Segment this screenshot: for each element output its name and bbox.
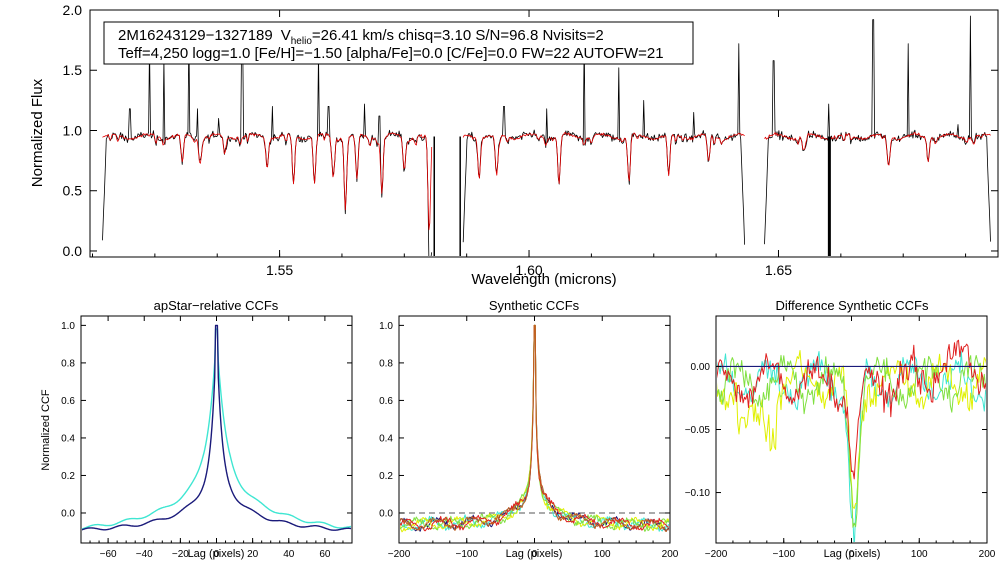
x-tick-label: 200 (662, 549, 679, 560)
difference-ccf-green (717, 354, 986, 528)
difference-ccf-frame (715, 315, 988, 544)
apstar-ccf-title: apStar−relative CCFs (154, 298, 279, 313)
y-tick-label: 0.8 (61, 358, 75, 369)
difference-ccf-lines (717, 339, 986, 542)
y-tick-label: 2.0 (63, 2, 83, 18)
apstar-ccf-lines (82, 324, 351, 531)
synthetic-ccf-x-label: Lag (pixels) (506, 548, 563, 560)
y-tick-label: 1.0 (63, 122, 83, 138)
x-tick-label: 100 (911, 549, 928, 560)
info-line-1-rest: =26.41 km/s chisq=3.10 S/N=96.8 Nvisits=… (312, 27, 604, 44)
y-tick-label: −0.05 (685, 425, 711, 436)
y-tick-label: 0.8 (379, 358, 393, 369)
apstar-ccf-frame (80, 315, 353, 544)
difference-ccf-cyan (717, 351, 986, 542)
model-spectrum-line (764, 131, 991, 166)
ccf-series-cyan (82, 328, 351, 530)
x-tick-label: −200 (705, 549, 728, 560)
x-tick-label: 1.65 (765, 262, 792, 278)
difference-ccf-x-label: Lag (pixels) (824, 548, 881, 560)
synthetic-ccf-ticks: −200 −100 0 100 200 0.0 0.2 0.4 0.6 0.8 1.0 (379, 316, 679, 560)
y-tick-label: −0.10 (685, 488, 711, 499)
info-line-2: Teff=4,250 logg=1.0 [Fe/H]=−1.50 [alpha/… (118, 45, 664, 62)
synthetic-ccf-brown (400, 324, 669, 532)
x-tick-label: 1.55 (266, 262, 293, 278)
model-spectrum-line (462, 131, 745, 185)
synthetic-ccf-frame (398, 315, 671, 544)
spectrum-axes-frame (89, 9, 999, 258)
spectrum-panel: 1.55 1.60 1.65 0.0 0.5 1.0 1.5 2.0 2M16243129−1… (29, 2, 999, 288)
synthetic-ccf-lines (400, 324, 669, 533)
vhelio-subscript: helio (291, 36, 313, 47)
y-tick-label: 1.0 (379, 321, 393, 332)
model-spectrum-line (102, 132, 433, 231)
x-tick-label: 100 (594, 549, 611, 560)
synthetic-ccf-title: Synthetic CCFs (489, 298, 580, 313)
x-tick-label: 0 (532, 549, 538, 560)
x-tick-label: 200 (979, 549, 996, 560)
x-tick-label: −40 (136, 549, 153, 560)
y-tick-label: 1.0 (61, 321, 75, 332)
ccf-series-navy (82, 324, 351, 531)
x-tick-label: −60 (100, 549, 117, 560)
vhelio-symbol: V (281, 27, 291, 44)
difference-ccf-title: Difference Synthetic CCFs (776, 298, 929, 313)
x-tick-label: 20 (247, 549, 259, 560)
y-tick-label: 1.5 (63, 62, 83, 78)
x-tick-label: −200 (388, 549, 411, 560)
x-tick-label: 1.60 (515, 262, 542, 278)
difference-ccf-ticks: −200 −100 0 100 200 0.00 −0.05 −0.10 (685, 316, 996, 560)
star-id: 2M16243129−1327189 (118, 27, 273, 44)
x-tick-label: 40 (283, 549, 295, 560)
spectrum-y-label: Normalized Flux (29, 78, 46, 187)
observed-spectrum-line (102, 27, 433, 256)
x-tick-label: 60 (319, 549, 331, 560)
apstar-ccf-ticks: −60 −40 −20 0 20 40 60 0.0 0.2 0.4 0.6 0.8 1.0 (61, 316, 353, 560)
y-tick-label: 0.0 (63, 243, 83, 259)
y-tick-label: 0.0 (379, 508, 393, 519)
spectrum-ticks: 1.55 1.60 1.65 0.0 0.5 1.0 1.5 2.0 (63, 2, 998, 278)
y-tick-label: 0.6 (61, 396, 75, 407)
y-tick-label: 0.0 (61, 508, 75, 519)
difference-ccf-panel: Difference Synthetic CCFs −200 −100 0 100 20… (685, 298, 996, 560)
spectrum-data (102, 15, 991, 256)
apstar-ccf-panel: apStar−relative CCFs −60 −40 −20 0 20 40 60 0.0… (40, 298, 353, 560)
y-tick-label: 0.4 (61, 433, 75, 444)
x-tick-label: −100 (772, 549, 795, 560)
y-tick-label: 0.6 (379, 396, 393, 407)
difference-ccf-red (717, 339, 986, 480)
y-tick-label: 0.2 (379, 471, 393, 482)
x-tick-label: 0 (849, 549, 855, 560)
x-tick-label: 0 (214, 549, 220, 560)
observed-spectrum-line (764, 15, 991, 245)
spectrum-x-label: Wavelength (microns) (471, 271, 616, 288)
x-tick-label: −20 (172, 549, 189, 560)
x-tick-label: −100 (455, 549, 478, 560)
synthetic-ccf-panel: Synthetic CCFs −200 −100 0 100 200 0.0 0.2 0.4 0… (379, 298, 679, 560)
y-tick-label: 0.2 (61, 471, 75, 482)
apstar-ccf-y-label: Normalized CCF (40, 389, 52, 471)
y-tick-label: 0.4 (379, 433, 393, 444)
info-line-1: 2M16243129−1327189 Vhelio=26.41 km/s chis… (118, 27, 604, 47)
info-box (103, 21, 694, 65)
observed-spectrum-line (462, 33, 745, 245)
apstar-ccf-x-label: Lag (pixels) (188, 548, 245, 560)
y-tick-label: 0.00 (691, 362, 711, 373)
y-tick-label: 0.5 (63, 183, 83, 199)
